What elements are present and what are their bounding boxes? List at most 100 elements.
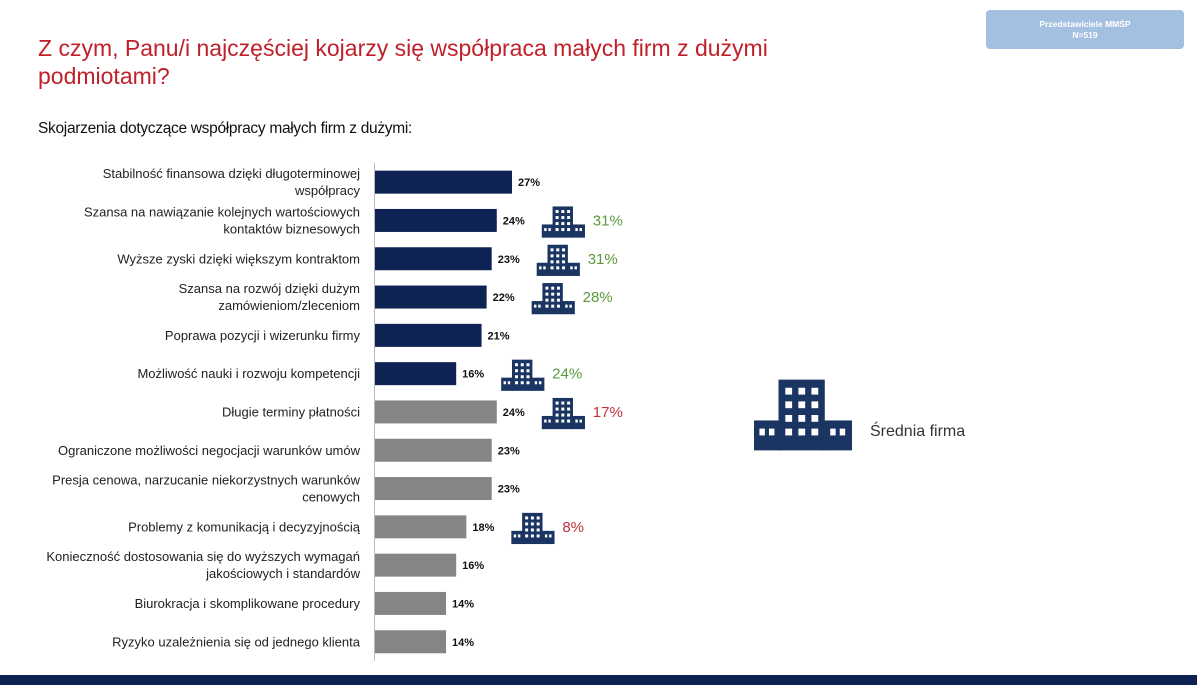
building-icon-window [579,419,582,423]
building-icon-part [566,262,580,276]
building-icon-window [567,413,571,417]
building-icon-window [544,228,547,232]
category-label: Ryzyko uzależnienia się od jednego klien… [112,634,361,649]
building-icon-window [514,381,518,385]
building-icon-window [550,266,554,270]
comparison-label: 31% [593,212,623,229]
building-icon-window [555,407,559,411]
building-icon-window [545,292,549,296]
building-icon-window [530,522,534,526]
category-label: Możliwość nauki i rozwoju kompetencji [137,366,360,381]
page-title: Z czym, Panu/i najczęściej kojarzy się w… [38,35,768,89]
value-label: 16% [462,369,484,381]
building-icon-part [511,530,524,545]
building-icon-window [520,363,524,367]
building-icon-window [562,254,566,258]
bar [375,630,447,654]
sample-badge: Przedstawiciele MMŚP N=519 [986,10,1184,49]
building-icon-window [561,228,565,232]
bar [375,247,492,271]
category-label: Ograniczone możliwości negocjacji warunk… [58,443,361,458]
building-icon-window [545,286,549,290]
building-icon-window [520,381,524,385]
building-icon-part [561,301,575,315]
building-icon-window [539,266,542,270]
category-label: Stabilność finansowa dzięki długotermino… [103,166,361,198]
building-icon-window [525,528,529,532]
building-icon-window [555,413,559,417]
building-icon-window [555,216,559,220]
building-icon-window [561,413,565,417]
category-label-line: Biurokracja i skomplikowane procedury [135,596,361,611]
value-label: 24% [503,407,525,419]
building-icon-window [525,522,529,526]
building-icon-window [507,381,511,385]
building-icon-window [561,216,565,220]
building-icon-window [555,210,559,214]
building-icon-window [503,381,506,385]
building-icon-window [530,528,534,532]
building-icon-window [555,419,559,423]
building-icon-window [567,222,571,226]
building-icon-window [567,228,571,232]
building-icon-window [556,248,560,252]
building-icon-window [514,363,518,367]
footer-bar [0,675,1197,685]
building-icon-window [567,216,571,220]
category-label: Poprawa pozycji i wizerunku firmy [165,328,361,343]
comparison-label: 31% [588,251,618,268]
building-icon-part [571,224,585,238]
category-label-line: kontaktów biznesowych [223,221,360,236]
chart-subtitle: Skojarzenia dotyczące współpracy małych … [38,120,413,137]
building-icon-window [543,266,546,270]
building-icon-window [517,534,521,538]
category-label-line: cenowych [302,490,360,505]
building-icon-window [525,516,529,520]
building-icon-window [565,304,568,308]
category-label-line: Stabilność finansowa dzięki długotermino… [103,166,360,181]
bar [375,400,497,424]
value-label: 23% [498,445,520,457]
category-label: Szansa na rozwój dzięki dużym zamówieniom… [179,281,360,313]
building-icon-window [561,407,565,411]
legend-building-icon [754,379,852,451]
building-icon-window [536,522,540,526]
bar [375,170,512,194]
building-icon [536,244,580,276]
building-icon-window [526,375,530,379]
building-icon-window [562,266,566,270]
building-icon-window [556,292,560,296]
category-label-line: Ryzyko uzależnienia się od jednego klien… [112,634,361,649]
building-icon-window [556,254,560,258]
building-icon-part [541,530,555,545]
category-label-line: zamówieniom/zleceniom [218,298,360,313]
bar [375,323,482,347]
building-icon-window [567,407,571,411]
sample-size-label: N=519 [1072,29,1098,40]
building-icon-window [530,516,534,520]
building-icon-window [545,304,549,308]
category-label-line: Długie terminy płatności [222,404,360,419]
category-label: Biurokracja i skomplikowane procedury [135,596,361,611]
building-icon-part [531,301,544,315]
building-icon-window [575,419,578,423]
building-icon-window [544,419,547,423]
category-label: Szansa na nawiązanie kolejnych wartościo… [84,204,360,236]
building-icon-window [561,222,565,226]
comparison-label: 17% [593,404,623,421]
building-icon-window [548,228,551,232]
bar [375,591,447,615]
value-label: 21% [488,330,510,342]
building-icon-window [538,381,542,385]
category-label-line: współpracy [294,183,361,198]
value-label: 22% [493,292,515,304]
building-icon-window [525,534,529,538]
building-icon [541,206,585,238]
building-icon-part [531,377,545,391]
category-label-line: Poprawa pozycji i wizerunku firmy [165,328,361,343]
building-icon-window [526,363,530,367]
building-icon-window [548,419,551,423]
building-icon-window [567,210,571,214]
building-icon-window [561,419,565,423]
building-icon-window [551,304,555,308]
